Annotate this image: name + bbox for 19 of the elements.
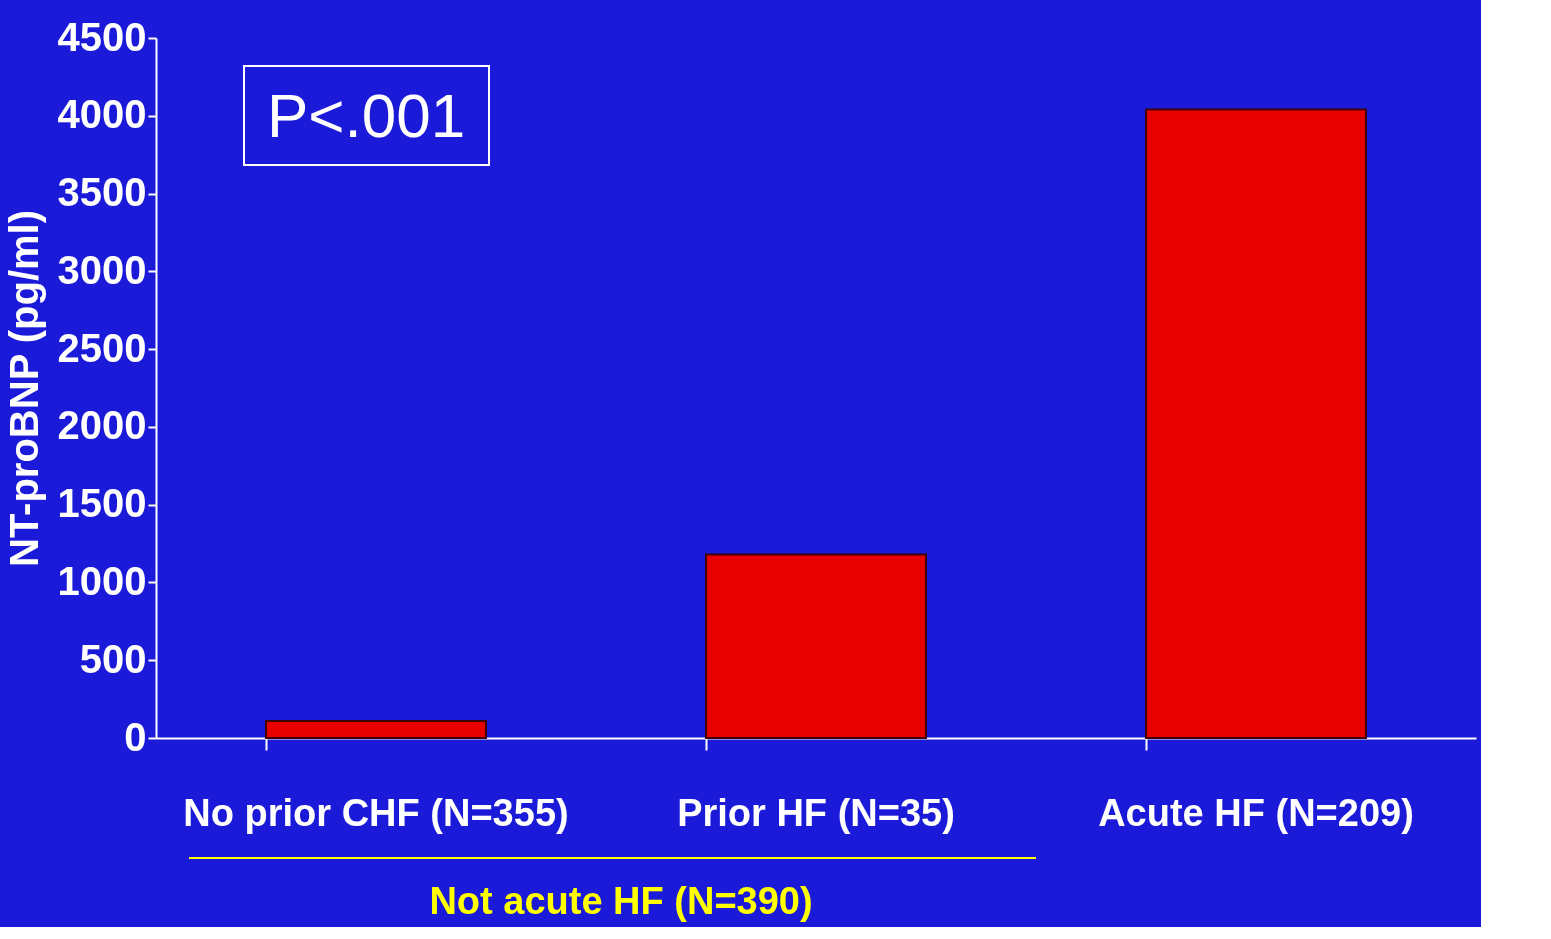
y-tick-label: 2500 [57,325,147,370]
y-tick-label: 4000 [57,92,147,137]
y-tick-label: 1000 [57,558,147,603]
y-tick-label: 3500 [57,170,147,215]
y-tick-label: 3000 [57,247,147,292]
y-tick-label: 0 [124,714,147,759]
bar [705,553,927,739]
x-tick-label: Prior HF (N=35) [677,791,955,834]
y-axis-title: NT-proBNP (pg/ml) [1,209,46,568]
text: Not acute HF (N=390) [429,880,813,922]
bar [265,719,487,739]
y-tick-label: 4500 [57,14,147,59]
y-tick-label: 2000 [57,403,147,448]
annotation: P<.001 [266,81,466,150]
y-tick-label: 1500 [57,481,147,526]
x-tick-label: Acute HF (N=209) [1098,791,1414,834]
bar [1145,108,1367,739]
y-tick-label: 500 [79,636,147,681]
x-tick-label: No prior CHF (N=355) [183,791,569,834]
